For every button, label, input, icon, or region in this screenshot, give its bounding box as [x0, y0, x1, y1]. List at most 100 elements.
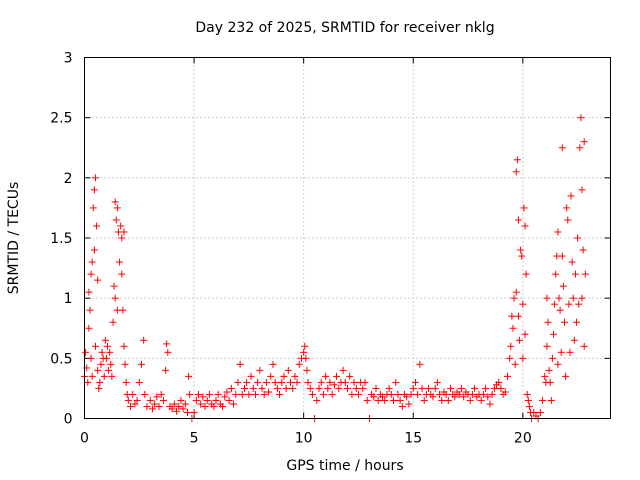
data-point — [137, 360, 145, 368]
data-point — [282, 384, 290, 392]
data-point — [135, 378, 143, 386]
data-point — [197, 400, 205, 408]
data-point — [457, 384, 465, 392]
data-point — [173, 407, 181, 415]
data-point — [295, 360, 303, 368]
plot-frame — [84, 57, 611, 419]
data-point — [564, 216, 572, 224]
data-point — [370, 393, 378, 401]
data-point — [409, 384, 417, 392]
data-point — [513, 156, 521, 164]
data-point — [511, 360, 519, 368]
data-point — [558, 144, 566, 152]
data-point — [129, 390, 137, 398]
data-point — [418, 384, 426, 392]
data-point — [525, 402, 533, 410]
data-point — [420, 396, 428, 404]
data-point — [151, 400, 159, 408]
data-point — [398, 402, 406, 410]
data-point — [232, 390, 240, 398]
data-point — [148, 405, 156, 413]
data-point — [223, 388, 231, 396]
data-point — [425, 384, 433, 392]
data-point — [519, 300, 527, 308]
data-point — [86, 306, 94, 314]
data-point — [517, 246, 525, 254]
data-point — [230, 400, 238, 408]
data-point — [302, 354, 310, 362]
data-point — [522, 270, 530, 278]
data-point — [576, 144, 584, 152]
data-point — [381, 396, 389, 404]
data-point — [495, 378, 503, 386]
data-point — [578, 294, 586, 302]
data-point — [112, 216, 120, 224]
data-point — [122, 378, 130, 386]
data-point — [94, 276, 102, 284]
data-point — [91, 174, 99, 182]
data-point — [447, 384, 455, 392]
data-point — [104, 342, 112, 350]
data-point — [442, 390, 450, 398]
data-point — [175, 402, 183, 410]
data-point — [508, 312, 516, 320]
data-point — [570, 336, 578, 344]
x-tick-label: 0 — [80, 431, 89, 447]
data-point — [157, 390, 165, 398]
data-point — [514, 216, 522, 224]
data-point — [240, 384, 248, 392]
data-point — [407, 390, 415, 398]
data-point — [287, 378, 295, 386]
data-point — [101, 336, 109, 344]
data-point — [548, 354, 556, 362]
data-point — [119, 306, 127, 314]
data-point — [429, 393, 437, 401]
data-point — [503, 372, 511, 380]
data-point — [352, 384, 360, 392]
data-point — [258, 384, 266, 392]
data-point — [269, 360, 277, 368]
data-point — [558, 252, 566, 260]
data-point — [536, 408, 544, 416]
data-point — [560, 318, 568, 326]
data-point — [414, 390, 422, 398]
data-point — [335, 384, 343, 392]
data-point — [301, 342, 309, 350]
x-tick-label: 20 — [514, 431, 532, 447]
data-point — [284, 366, 292, 374]
data-point — [471, 384, 479, 392]
data-point — [518, 252, 526, 260]
y-tick-label: 2 — [64, 171, 73, 187]
data-point — [102, 354, 110, 362]
data-point — [260, 390, 268, 398]
data-point — [111, 198, 119, 206]
data-point — [194, 390, 202, 398]
data-point — [394, 390, 402, 398]
data-point — [280, 372, 288, 380]
x-tick-label: 10 — [295, 431, 313, 447]
data-point — [90, 186, 98, 194]
data-point — [141, 390, 149, 398]
data-point — [289, 384, 297, 392]
y-tick-label: 1.5 — [50, 231, 72, 247]
data-point — [205, 390, 213, 398]
data-point — [262, 378, 270, 386]
data-point — [466, 396, 474, 404]
data-point — [326, 378, 334, 386]
data-point — [117, 222, 125, 230]
data-point — [482, 384, 490, 392]
data-point — [89, 204, 97, 212]
data-point — [488, 390, 496, 398]
data-point — [512, 288, 520, 296]
data-point — [276, 390, 284, 398]
data-point — [221, 393, 229, 401]
data-point — [328, 390, 336, 398]
data-point — [87, 270, 95, 278]
data-point — [385, 384, 393, 392]
data-point — [308, 390, 316, 398]
data-point — [319, 390, 327, 398]
data-point — [555, 294, 563, 302]
data-point — [313, 396, 321, 404]
ticks-layer: 0 5 10 15 20 0 0.5 1 1.5 2 2.5 3 — [50, 51, 611, 447]
